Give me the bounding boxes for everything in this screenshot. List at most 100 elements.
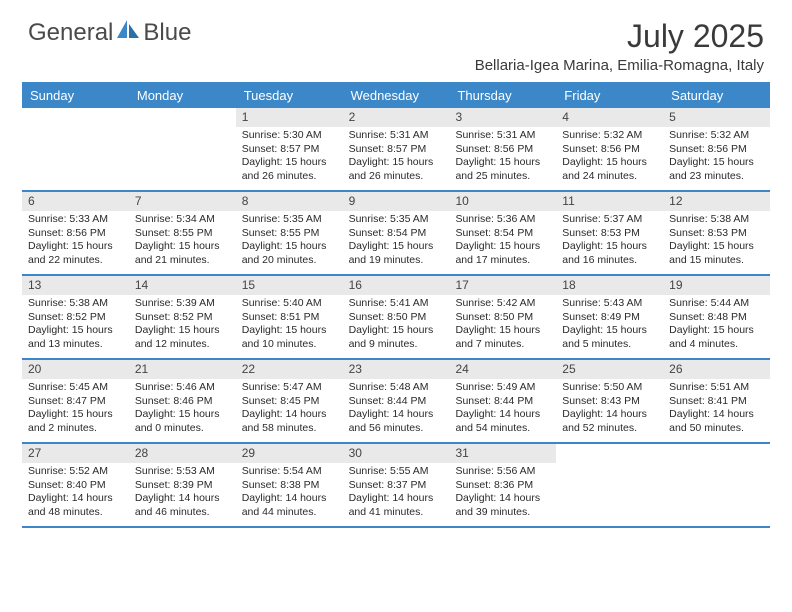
daylight-text: Daylight: 15 hours and 4 minutes. (669, 324, 764, 351)
weekday-header: Saturday (663, 84, 770, 108)
day-cell: 6Sunrise: 5:33 AMSunset: 8:56 PMDaylight… (22, 192, 129, 274)
day-cell: 12Sunrise: 5:38 AMSunset: 8:53 PMDayligh… (663, 192, 770, 274)
weekday-header-row: SundayMondayTuesdayWednesdayThursdayFrid… (22, 82, 770, 108)
day-number: 12 (663, 192, 770, 211)
daylight-text: Daylight: 15 hours and 23 minutes. (669, 156, 764, 183)
weekday-header: Monday (129, 84, 236, 108)
day-number: 22 (236, 360, 343, 379)
sunset-text: Sunset: 8:51 PM (242, 311, 337, 324)
sunset-text: Sunset: 8:50 PM (349, 311, 444, 324)
day-cell: 10Sunrise: 5:36 AMSunset: 8:54 PMDayligh… (449, 192, 556, 274)
sunrise-text: Sunrise: 5:32 AM (562, 129, 657, 142)
sunrise-text: Sunrise: 5:35 AM (349, 213, 444, 226)
sunset-text: Sunset: 8:49 PM (562, 311, 657, 324)
day-cell (556, 444, 663, 526)
week-row: 13Sunrise: 5:38 AMSunset: 8:52 PMDayligh… (22, 276, 770, 360)
day-body: Sunrise: 5:35 AMSunset: 8:54 PMDaylight:… (343, 211, 450, 271)
week-row: 1Sunrise: 5:30 AMSunset: 8:57 PMDaylight… (22, 108, 770, 192)
day-body: Sunrise: 5:32 AMSunset: 8:56 PMDaylight:… (556, 127, 663, 187)
sunrise-text: Sunrise: 5:32 AM (669, 129, 764, 142)
daylight-text: Daylight: 15 hours and 12 minutes. (135, 324, 230, 351)
day-body: Sunrise: 5:42 AMSunset: 8:50 PMDaylight:… (449, 295, 556, 355)
sunset-text: Sunset: 8:47 PM (28, 395, 123, 408)
week-row: 6Sunrise: 5:33 AMSunset: 8:56 PMDaylight… (22, 192, 770, 276)
day-body: Sunrise: 5:40 AMSunset: 8:51 PMDaylight:… (236, 295, 343, 355)
logo-sail-icon (115, 18, 141, 47)
day-body: Sunrise: 5:39 AMSunset: 8:52 PMDaylight:… (129, 295, 236, 355)
day-body: Sunrise: 5:55 AMSunset: 8:37 PMDaylight:… (343, 463, 450, 523)
weekday-header: Tuesday (236, 84, 343, 108)
sunrise-text: Sunrise: 5:55 AM (349, 465, 444, 478)
sunset-text: Sunset: 8:53 PM (562, 227, 657, 240)
sunset-text: Sunset: 8:39 PM (135, 479, 230, 492)
sunset-text: Sunset: 8:46 PM (135, 395, 230, 408)
sunset-text: Sunset: 8:55 PM (242, 227, 337, 240)
day-cell: 16Sunrise: 5:41 AMSunset: 8:50 PMDayligh… (343, 276, 450, 358)
weekday-header: Thursday (449, 84, 556, 108)
day-number: 23 (343, 360, 450, 379)
day-body: Sunrise: 5:33 AMSunset: 8:56 PMDaylight:… (22, 211, 129, 271)
day-number: 19 (663, 276, 770, 295)
daylight-text: Daylight: 14 hours and 44 minutes. (242, 492, 337, 519)
day-cell: 15Sunrise: 5:40 AMSunset: 8:51 PMDayligh… (236, 276, 343, 358)
daylight-text: Daylight: 15 hours and 5 minutes. (562, 324, 657, 351)
sunrise-text: Sunrise: 5:43 AM (562, 297, 657, 310)
sunset-text: Sunset: 8:50 PM (455, 311, 550, 324)
day-body: Sunrise: 5:47 AMSunset: 8:45 PMDaylight:… (236, 379, 343, 439)
sunset-text: Sunset: 8:57 PM (349, 143, 444, 156)
sunset-text: Sunset: 8:52 PM (28, 311, 123, 324)
day-cell: 9Sunrise: 5:35 AMSunset: 8:54 PMDaylight… (343, 192, 450, 274)
day-number: 17 (449, 276, 556, 295)
day-cell: 11Sunrise: 5:37 AMSunset: 8:53 PMDayligh… (556, 192, 663, 274)
day-number: 27 (22, 444, 129, 463)
sunset-text: Sunset: 8:54 PM (349, 227, 444, 240)
sunrise-text: Sunrise: 5:45 AM (28, 381, 123, 394)
sunrise-text: Sunrise: 5:34 AM (135, 213, 230, 226)
sunset-text: Sunset: 8:55 PM (135, 227, 230, 240)
day-number: 28 (129, 444, 236, 463)
sunset-text: Sunset: 8:56 PM (28, 227, 123, 240)
sunrise-text: Sunrise: 5:42 AM (455, 297, 550, 310)
day-number: 16 (343, 276, 450, 295)
day-body: Sunrise: 5:41 AMSunset: 8:50 PMDaylight:… (343, 295, 450, 355)
day-body: Sunrise: 5:38 AMSunset: 8:53 PMDaylight:… (663, 211, 770, 271)
day-number: 11 (556, 192, 663, 211)
day-number: 13 (22, 276, 129, 295)
sunrise-text: Sunrise: 5:39 AM (135, 297, 230, 310)
day-body: Sunrise: 5:31 AMSunset: 8:56 PMDaylight:… (449, 127, 556, 187)
day-cell (663, 444, 770, 526)
day-body: Sunrise: 5:38 AMSunset: 8:52 PMDaylight:… (22, 295, 129, 355)
sunrise-text: Sunrise: 5:31 AM (455, 129, 550, 142)
sunrise-text: Sunrise: 5:46 AM (135, 381, 230, 394)
day-cell: 4Sunrise: 5:32 AMSunset: 8:56 PMDaylight… (556, 108, 663, 190)
sunset-text: Sunset: 8:44 PM (455, 395, 550, 408)
day-body: Sunrise: 5:34 AMSunset: 8:55 PMDaylight:… (129, 211, 236, 271)
day-body: Sunrise: 5:37 AMSunset: 8:53 PMDaylight:… (556, 211, 663, 271)
day-cell: 2Sunrise: 5:31 AMSunset: 8:57 PMDaylight… (343, 108, 450, 190)
sunrise-text: Sunrise: 5:33 AM (28, 213, 123, 226)
header: General Blue July 2025 Bellaria-Igea Mar… (0, 0, 792, 82)
day-body: Sunrise: 5:32 AMSunset: 8:56 PMDaylight:… (663, 127, 770, 187)
day-body: Sunrise: 5:56 AMSunset: 8:36 PMDaylight:… (449, 463, 556, 523)
weekday-header: Wednesday (343, 84, 450, 108)
sunrise-text: Sunrise: 5:54 AM (242, 465, 337, 478)
daylight-text: Daylight: 15 hours and 20 minutes. (242, 240, 337, 267)
day-cell: 29Sunrise: 5:54 AMSunset: 8:38 PMDayligh… (236, 444, 343, 526)
day-cell: 28Sunrise: 5:53 AMSunset: 8:39 PMDayligh… (129, 444, 236, 526)
daylight-text: Daylight: 15 hours and 10 minutes. (242, 324, 337, 351)
sunset-text: Sunset: 8:45 PM (242, 395, 337, 408)
day-body: Sunrise: 5:51 AMSunset: 8:41 PMDaylight:… (663, 379, 770, 439)
day-number: 30 (343, 444, 450, 463)
day-number: 14 (129, 276, 236, 295)
day-number: 1 (236, 108, 343, 127)
day-cell: 19Sunrise: 5:44 AMSunset: 8:48 PMDayligh… (663, 276, 770, 358)
daylight-text: Daylight: 14 hours and 39 minutes. (455, 492, 550, 519)
logo-text-2: Blue (143, 19, 191, 47)
sunset-text: Sunset: 8:41 PM (669, 395, 764, 408)
daylight-text: Daylight: 14 hours and 58 minutes. (242, 408, 337, 435)
weekday-header: Sunday (22, 84, 129, 108)
sunrise-text: Sunrise: 5:36 AM (455, 213, 550, 226)
day-cell: 24Sunrise: 5:49 AMSunset: 8:44 PMDayligh… (449, 360, 556, 442)
sunrise-text: Sunrise: 5:47 AM (242, 381, 337, 394)
day-number: 7 (129, 192, 236, 211)
